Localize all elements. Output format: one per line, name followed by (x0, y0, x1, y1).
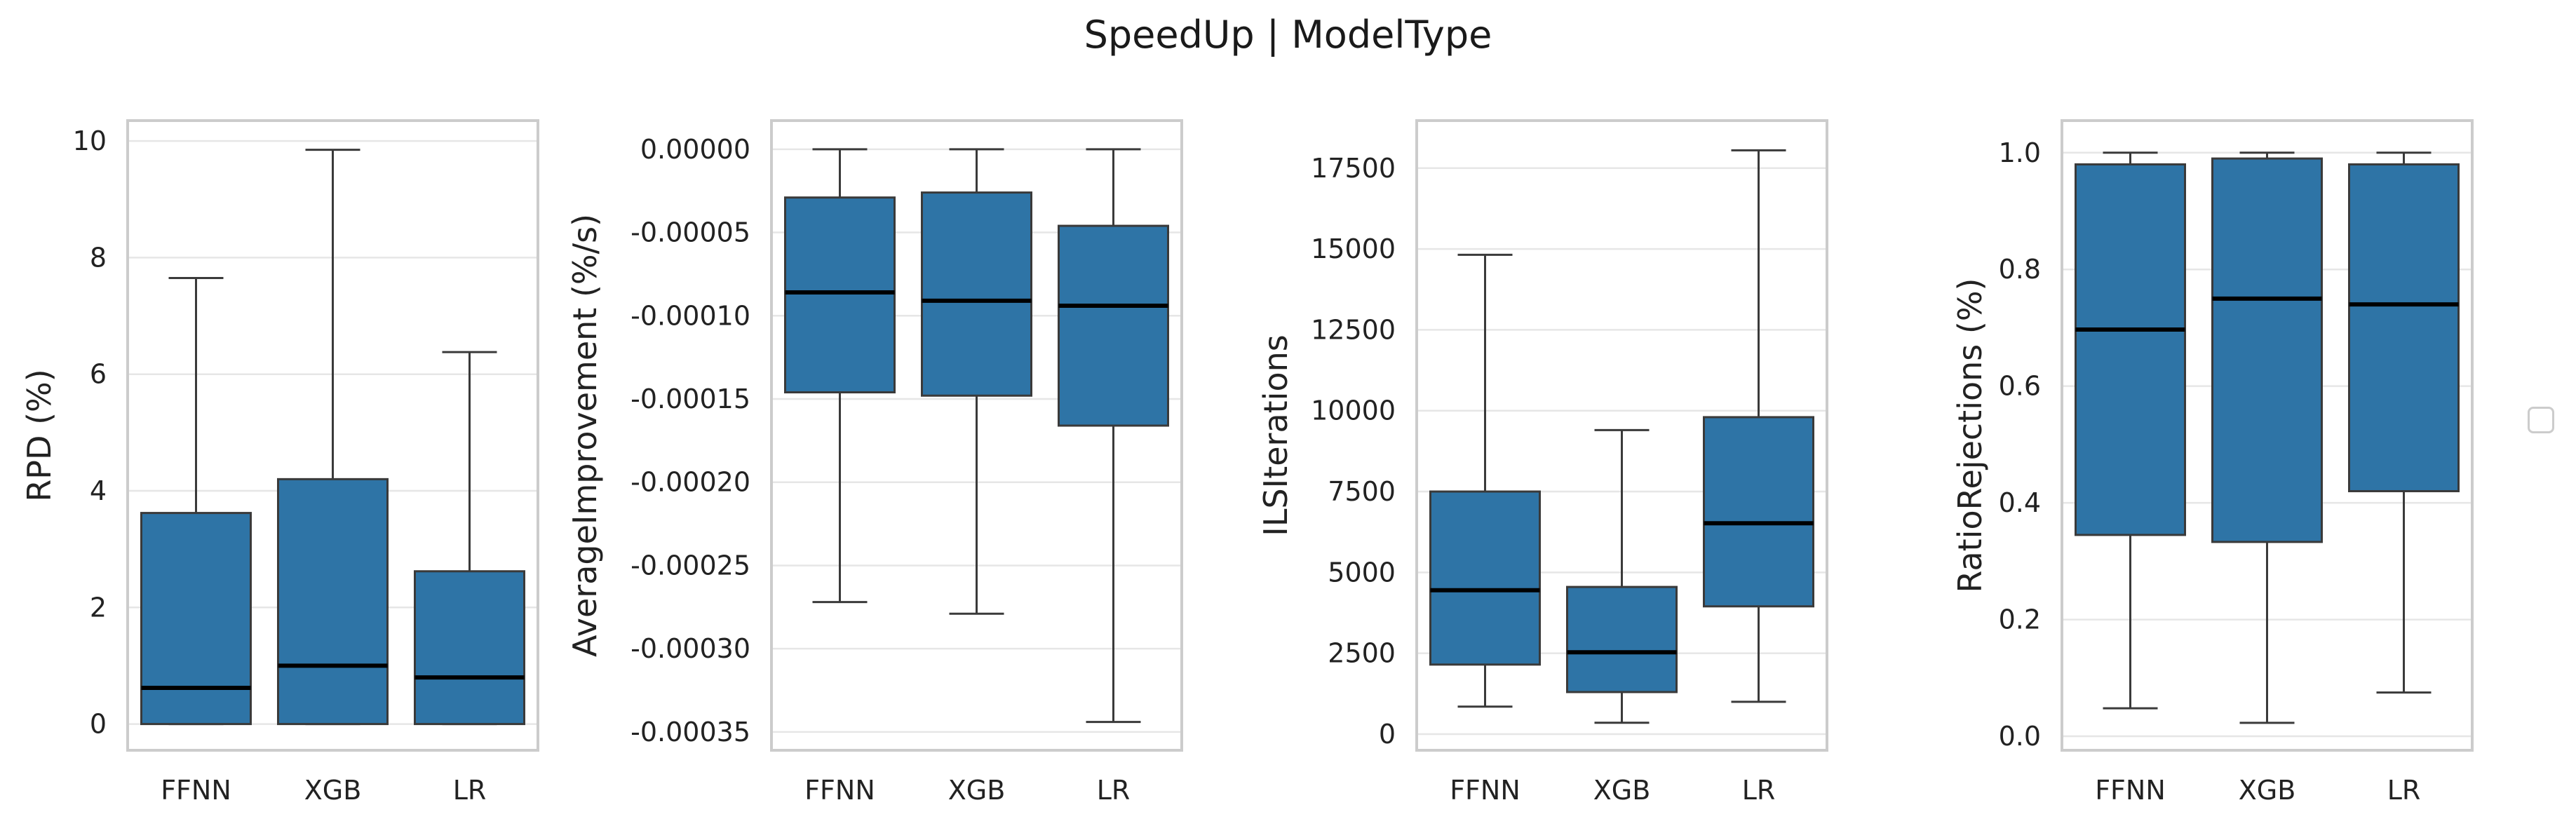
y-tick-label: 12500 (1311, 314, 1396, 345)
y-axis-label: ILSIterations (1257, 334, 1295, 536)
x-tick-label: LR (1097, 775, 1131, 806)
y-tick-label: -0.00005 (630, 217, 750, 248)
y-tick-label: 10000 (1311, 395, 1396, 426)
y-tick-label: 0.6 (1999, 371, 2041, 402)
y-tick-label: 0 (1379, 719, 1396, 750)
y-tick-label: -0.00015 (630, 384, 750, 414)
y-tick-label: 4 (90, 475, 107, 506)
x-tick-label: XGB (948, 775, 1006, 806)
y-tick-label: 6 (90, 359, 107, 390)
y-tick-label: -0.00025 (630, 550, 750, 581)
box-lr (1058, 224, 1169, 427)
x-tick-label: LR (1742, 775, 1776, 806)
box-xgb (1566, 585, 1678, 693)
x-tick-label: LR (453, 775, 487, 806)
y-tick-label: 0.2 (1999, 604, 2041, 635)
x-tick-label: XGB (2239, 775, 2296, 806)
x-tick-label: FFNN (2095, 775, 2166, 806)
panel-average-improvement: 0.00000 -0.00005 -0.00010 -0.00015 -0.00020 -… (566, 119, 1183, 806)
y-tick-label: -0.00020 (630, 467, 750, 498)
y-tick-label: 17500 (1311, 153, 1396, 184)
x-tick-label: FFNN (161, 775, 231, 806)
box-ffnn (1429, 490, 1541, 666)
axes-frame (126, 119, 539, 752)
x-tick-label: LR (2387, 775, 2421, 806)
y-tick-label: -0.00030 (630, 633, 750, 664)
box-ffnn (2075, 163, 2186, 536)
y-tick-label: 0.4 (1999, 487, 2041, 518)
x-tick-label: FFNN (804, 775, 875, 806)
x-tick-label: FFNN (1450, 775, 1520, 806)
y-tick-label: 0 (90, 709, 107, 740)
axes-frame (2061, 119, 2474, 752)
y-tick-label: 10 (73, 126, 107, 156)
x-tick-label: XGB (304, 775, 362, 806)
y-tick-label: 2 (90, 592, 107, 623)
y-tick-label: -0.00010 (630, 300, 750, 331)
y-tick-label: 1.0 (1999, 137, 2041, 168)
axes-frame (770, 119, 1183, 752)
panel-ratio-rejections: 0.0 0.2 0.4 0.6 0.8 1.0 RatioRejections (%) FFN… (1951, 119, 2474, 806)
y-tick-label: 8 (90, 242, 107, 273)
legend-box (2528, 407, 2554, 433)
y-tick-label: 15000 (1311, 233, 1396, 264)
y-tick-label: -0.00035 (630, 717, 750, 747)
box-lr (1703, 416, 1814, 608)
box-xgb (921, 191, 1032, 397)
y-tick-label: 7500 (1328, 476, 1396, 507)
y-tick-label: 0.8 (1999, 254, 2041, 285)
box-xgb (2211, 157, 2323, 543)
y-tick-label: 5000 (1328, 557, 1396, 588)
panel-rpd: 0 2 4 6 8 10 RPD (%) FFNN XGB LR (20, 119, 539, 806)
box-lr (414, 570, 525, 726)
y-tick-label: 0.00000 (640, 134, 750, 165)
box-ffnn (784, 196, 896, 394)
x-tick-label: XGB (1593, 775, 1651, 806)
figure-title: SpeedUp | ModelType (1084, 13, 1492, 57)
y-axis-label: AverageImprovement (%/s) (566, 214, 604, 657)
y-axis-label: RatioRejections (%) (1951, 278, 1989, 593)
box-xgb (277, 478, 389, 726)
box-lr (2348, 163, 2460, 492)
axes-frame (1415, 119, 1828, 752)
y-tick-label: 2500 (1328, 638, 1396, 669)
y-axis-label: RPD (%) (20, 369, 58, 501)
box-ffnn (140, 512, 252, 726)
y-tick-label: 0.0 (1999, 721, 2041, 752)
panel-ils-iterations: 0 2500 5000 7500 10000 12500 15000 17500 ILSIter… (1257, 119, 1828, 806)
